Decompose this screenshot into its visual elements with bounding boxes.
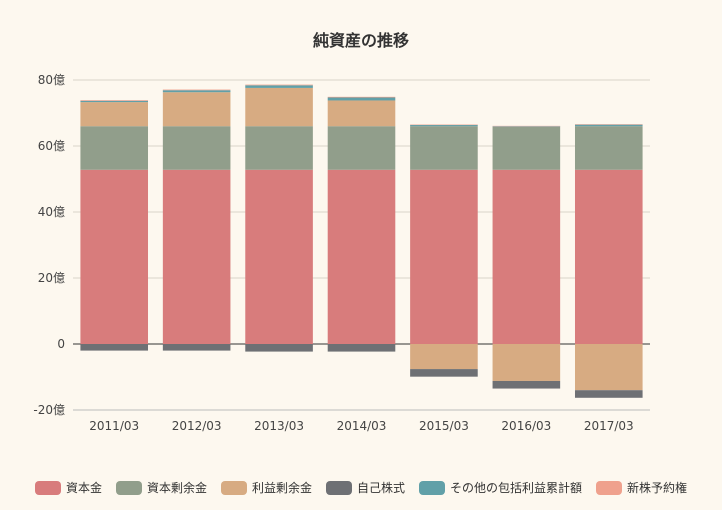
bar-segment xyxy=(327,126,396,170)
bar-segment xyxy=(410,124,478,126)
legend-label: 資本剰余金 xyxy=(147,480,207,495)
bar-segment xyxy=(574,344,643,391)
x-tick-label: 2011/03 xyxy=(89,419,139,433)
bar-segment xyxy=(492,125,561,127)
bar-segment xyxy=(162,126,231,170)
bar-segment xyxy=(492,380,561,389)
bar-segment xyxy=(327,344,396,352)
bar-segment xyxy=(410,169,478,344)
bar-segment xyxy=(245,84,313,86)
y-tick-label: 20億 xyxy=(38,271,65,285)
legend-swatch xyxy=(116,481,142,495)
bar-segment xyxy=(574,126,643,170)
legend-label: 自己株式 xyxy=(357,480,405,495)
bar-segment xyxy=(327,97,396,101)
bar-segment xyxy=(410,124,478,127)
bar-segment xyxy=(80,126,149,170)
bars-layer xyxy=(80,84,643,398)
legend-label: 資本金 xyxy=(66,480,102,495)
bar-segment xyxy=(80,344,149,351)
axes-layer: 80億 60億 40億 20億 0 -20億 2011/03 2012/03 2013/03 20… xyxy=(33,73,650,433)
x-tick-label: 2014/03 xyxy=(337,419,387,433)
bar-segment xyxy=(574,390,643,398)
legend-swatch xyxy=(221,481,247,495)
x-tick-label: 2015/03 xyxy=(419,419,469,433)
legend-label: 新株予約権 xyxy=(627,480,687,495)
legend-swatch xyxy=(596,481,622,495)
bar-segment xyxy=(245,344,313,352)
bar-segment xyxy=(162,90,231,93)
bar-segment xyxy=(410,369,478,377)
x-tick-label: 2016/03 xyxy=(501,419,551,433)
bar-segment xyxy=(80,100,149,103)
bar-segment xyxy=(410,344,478,370)
x-tick-label: 2012/03 xyxy=(172,419,222,433)
y-tick-label: 40億 xyxy=(38,205,65,219)
legend-label: その他の包括利益累計額 xyxy=(450,480,582,495)
bar-segment xyxy=(245,87,313,127)
bar-segment xyxy=(492,126,561,127)
bar-segment xyxy=(327,100,396,127)
y-tick-label: 0 xyxy=(57,337,65,351)
bar-segment xyxy=(492,126,561,170)
bar-segment xyxy=(162,92,231,127)
bar-segment xyxy=(492,169,561,344)
x-tick-label: 2017/03 xyxy=(584,419,634,433)
x-tick-label: 2013/03 xyxy=(254,419,304,433)
y-tick-label: 60億 xyxy=(38,139,65,153)
bar-segment xyxy=(245,169,313,344)
legend-swatch xyxy=(326,481,352,495)
bar-segment xyxy=(574,169,643,344)
bar-segment xyxy=(492,344,561,381)
bar-segment xyxy=(162,89,231,91)
bar-segment xyxy=(574,124,643,127)
legend-label: 利益剰余金 xyxy=(252,480,312,495)
bar-segment xyxy=(327,169,396,344)
legend: 資本金 資本剰余金 利益剰余金 自己株式 その他の包括利益累計額 新株予約権 xyxy=(35,480,687,495)
y-tick-label: -20億 xyxy=(33,403,65,417)
bar-segment xyxy=(245,85,313,88)
bar-segment xyxy=(574,124,643,125)
bar-segment xyxy=(162,344,231,351)
bar-segment xyxy=(410,126,478,170)
legend-swatch xyxy=(35,481,61,495)
bar-segment xyxy=(80,102,149,127)
legend-swatch xyxy=(419,481,445,495)
y-tick-label: 80億 xyxy=(38,73,65,87)
bar-segment xyxy=(80,100,149,101)
bar-segment xyxy=(162,169,231,344)
bar-segment xyxy=(245,126,313,170)
chart-title: 純資産の推移 xyxy=(313,31,409,50)
bar-segment xyxy=(327,96,396,98)
bar-segment xyxy=(80,169,149,344)
